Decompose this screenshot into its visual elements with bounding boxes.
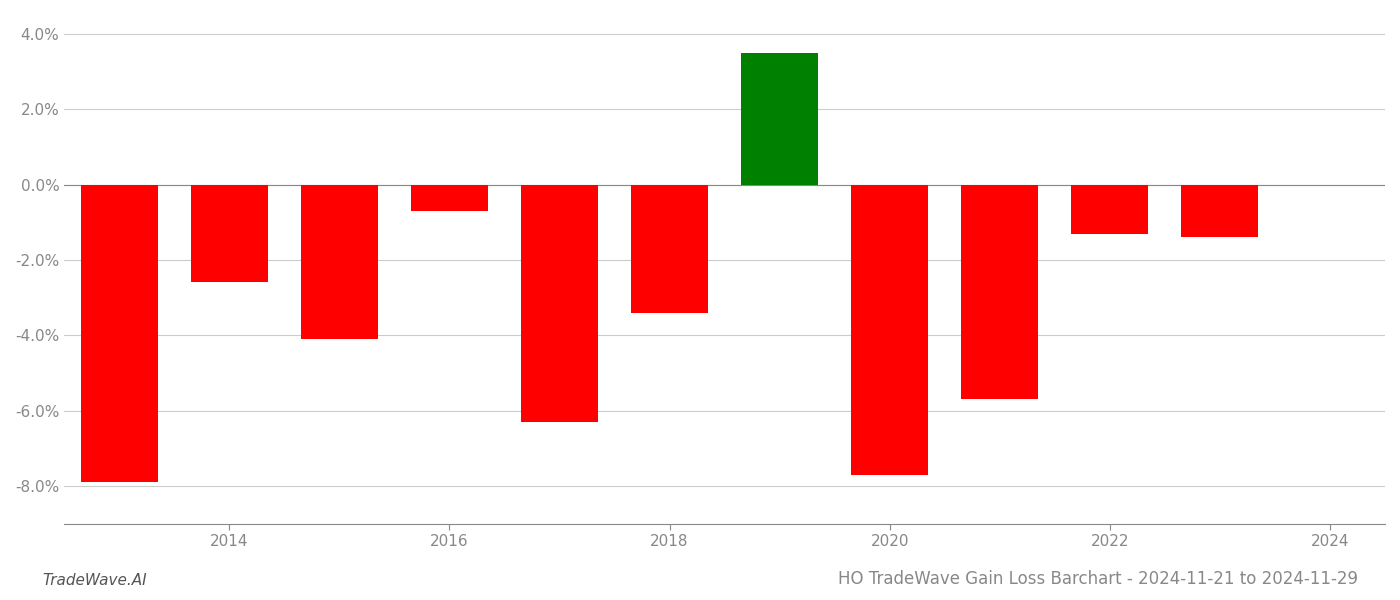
Bar (521, 185, 598, 422)
Bar (301, 185, 378, 339)
Bar (190, 185, 267, 283)
Bar (1182, 185, 1259, 237)
Bar (412, 185, 489, 211)
Text: HO TradeWave Gain Loss Barchart - 2024-11-21 to 2024-11-29: HO TradeWave Gain Loss Barchart - 2024-1… (839, 570, 1358, 588)
Text: TradeWave.AI: TradeWave.AI (42, 573, 147, 588)
Bar (741, 53, 818, 185)
Bar (1071, 185, 1148, 233)
Bar (962, 185, 1039, 399)
Bar (631, 185, 708, 313)
Bar (851, 185, 928, 475)
Bar (81, 185, 158, 482)
